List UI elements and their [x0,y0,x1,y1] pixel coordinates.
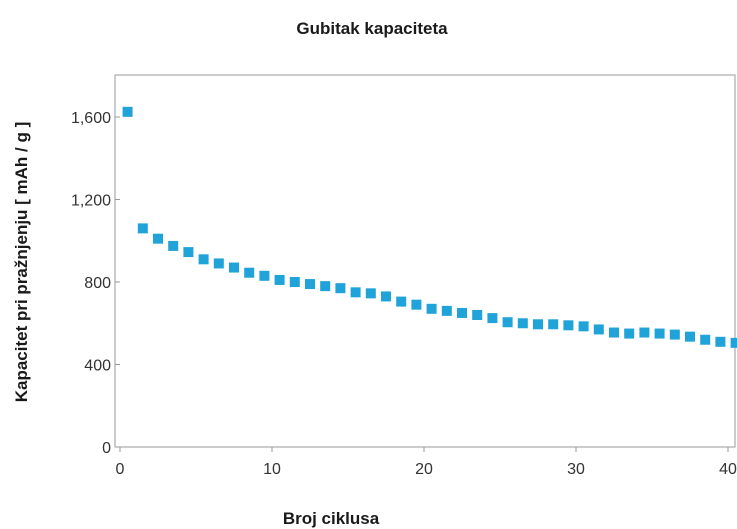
x-tick-label: 0 [116,461,125,478]
y-tick-label: 1,600 [71,110,111,127]
data-point [654,328,665,339]
data-point [305,279,315,290]
data-point [213,258,224,269]
data-point [229,262,239,273]
y-tick-label: 800 [84,275,111,292]
x-axis-label: Broj ciklusa [283,509,380,528]
x-tick-label: 10 [263,461,281,478]
data-point [320,281,331,292]
data-point [715,336,726,347]
data-point [472,310,483,320]
data-point [153,233,163,244]
data-point [381,291,391,302]
data-point [426,303,437,314]
data-point [411,299,422,310]
y-tick-label: 1,200 [71,193,111,210]
data-point [517,318,528,329]
data-point [198,254,209,265]
data-point [502,317,513,328]
data-point [122,106,133,117]
x-tick-label: 30 [567,461,585,478]
data-point [487,313,498,324]
data-point [274,274,285,285]
data-point [441,305,452,316]
data-point [578,321,589,332]
y-tick-label: 400 [84,358,111,375]
data-point [533,319,543,330]
y-tick-label: 0 [102,440,111,457]
chart-title: Gubitak kapaciteta [296,19,448,38]
data-point [700,334,711,345]
data-point [244,267,255,278]
data-series [122,106,737,348]
plot-area-frame [114,74,736,448]
data-point [289,277,300,287]
data-point [685,331,695,342]
x-tick-label: 20 [415,461,433,478]
data-point [457,307,467,318]
data-point [259,270,270,281]
data-point [624,328,635,339]
data-point [137,223,148,234]
data-point [669,329,680,340]
data-point [183,247,194,258]
y-axis-label: Kapacitet pri pražnjenju [ mAh / g ] [12,122,31,403]
data-point [365,288,376,299]
data-point [168,240,179,251]
data-point [548,319,559,330]
data-point [396,296,407,307]
data-point [730,337,737,348]
data-point [593,324,604,335]
data-point [335,283,346,294]
data-point [609,327,619,338]
data-point [563,320,574,331]
data-point [639,327,650,338]
y-axis: 0 400 800 1,200 1,600 [71,110,120,457]
data-point [350,287,361,298]
x-tick-label: 40 [719,461,737,478]
x-axis: 0 10 20 30 40 [116,447,737,478]
